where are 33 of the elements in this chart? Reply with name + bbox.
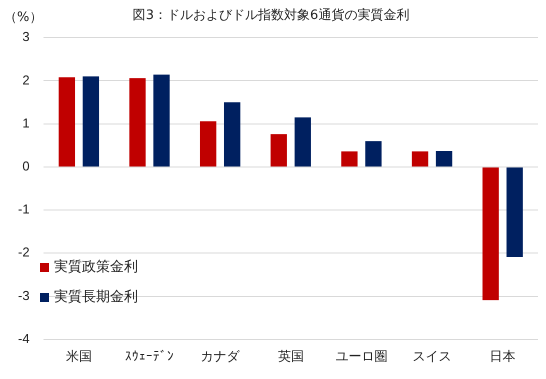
x-tick-label: 日本 [490, 350, 516, 365]
bar [436, 150, 452, 166]
bar [294, 117, 311, 166]
bar [82, 76, 100, 166]
x-tick-label: ユーロ圏 [335, 350, 388, 365]
y-tick-label: -4 [18, 330, 30, 346]
y-tick-label: 1 [22, 115, 30, 130]
y-axis-title: （%） [4, 9, 42, 26]
bar [200, 121, 216, 166]
y-tick-label: 2 [22, 72, 30, 88]
legend-label: 実質長期金利 [54, 288, 138, 306]
bar [58, 77, 76, 166]
bar [224, 102, 240, 166]
y-tick-label: -3 [18, 288, 30, 303]
bar [341, 151, 358, 166]
bar [270, 134, 287, 166]
legend-label: 実質政策金利 [54, 258, 138, 276]
y-tick-label: 3 [22, 29, 30, 44]
bar [153, 74, 170, 166]
bar [482, 167, 499, 300]
bar [412, 151, 428, 166]
x-tick-label: 英国 [278, 350, 304, 365]
x-tick-label: 米国 [66, 350, 92, 365]
x-tick-label: ｽｳｪｰﾃﾞﾝ [125, 350, 174, 365]
x-tick-label: スイス [412, 350, 452, 365]
y-tick-label: -2 [18, 244, 30, 260]
bar [506, 167, 523, 258]
chart-title: 図3：ドルおよびドル指数対象6通貨の実質金利 [132, 7, 410, 24]
x-tick-label: カナダ [200, 350, 241, 365]
bar [365, 141, 382, 166]
bar [129, 78, 146, 166]
y-tick-label: -1 [18, 202, 30, 217]
y-tick-label: 0 [22, 158, 30, 174]
